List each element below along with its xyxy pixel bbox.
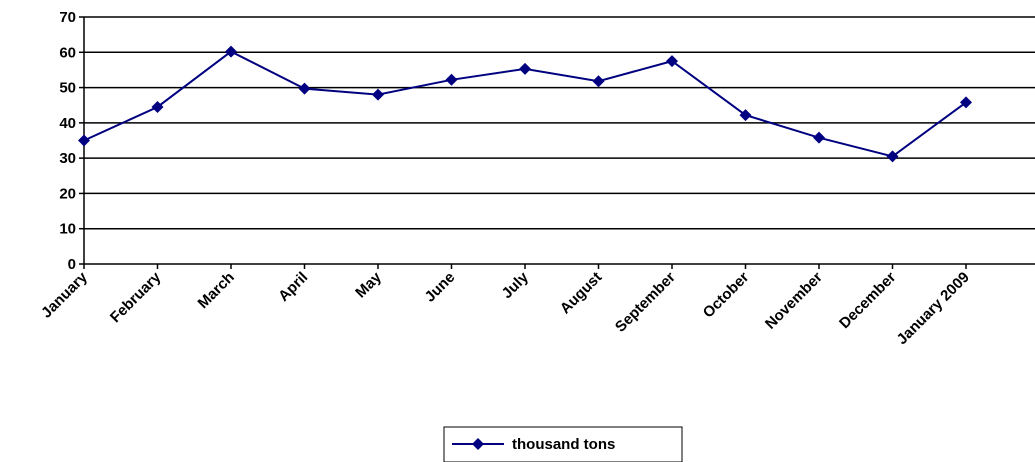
data-point (225, 45, 237, 58)
x-axis-ticks: January February March April May June July Augu… (38, 264, 973, 348)
y-tick-label: 30 (59, 150, 76, 167)
y-tick-label: 40 (59, 115, 76, 132)
data-point (445, 73, 458, 86)
data-point (666, 55, 678, 68)
x-tick-label: August (557, 269, 606, 318)
x-tick-label: April (275, 269, 311, 305)
y-tick-label: 20 (59, 185, 76, 202)
legend-label: thousand tons (512, 436, 615, 453)
x-tick-label: December (836, 269, 899, 332)
x-tick-label: July (499, 268, 533, 302)
data-point (886, 150, 899, 163)
data-point (960, 96, 972, 109)
data-point (592, 75, 605, 88)
data-point (78, 134, 90, 147)
data-point (151, 100, 164, 113)
x-tick-label: October (700, 269, 753, 322)
data-point (372, 88, 384, 101)
x-tick-label: June (422, 269, 459, 306)
data-point (813, 131, 825, 144)
y-axis-ticks: 0 10 20 30 40 50 60 70 (59, 9, 84, 273)
legend-marker (472, 438, 484, 450)
x-tick-label: January (38, 268, 91, 321)
x-tick-label: November (762, 269, 826, 333)
x-tick-label: January 2009 (894, 269, 973, 348)
x-tick-label: May (352, 268, 385, 301)
y-tick-label: 50 (59, 80, 76, 97)
y-tick-label: 60 (59, 44, 76, 61)
data-point (298, 82, 311, 95)
y-tick-label: 10 (59, 221, 76, 238)
x-tick-label: September (612, 269, 679, 336)
legend: thousand tons (443, 426, 683, 462)
y-tick-label: 0 (68, 256, 76, 273)
data-point (739, 109, 752, 122)
gridlines (84, 16, 1035, 230)
x-tick-label: February (107, 268, 165, 326)
series-layer (78, 45, 972, 163)
y-tick-label: 70 (59, 9, 76, 26)
data-point (519, 62, 531, 75)
x-tick-label: March (195, 269, 238, 312)
